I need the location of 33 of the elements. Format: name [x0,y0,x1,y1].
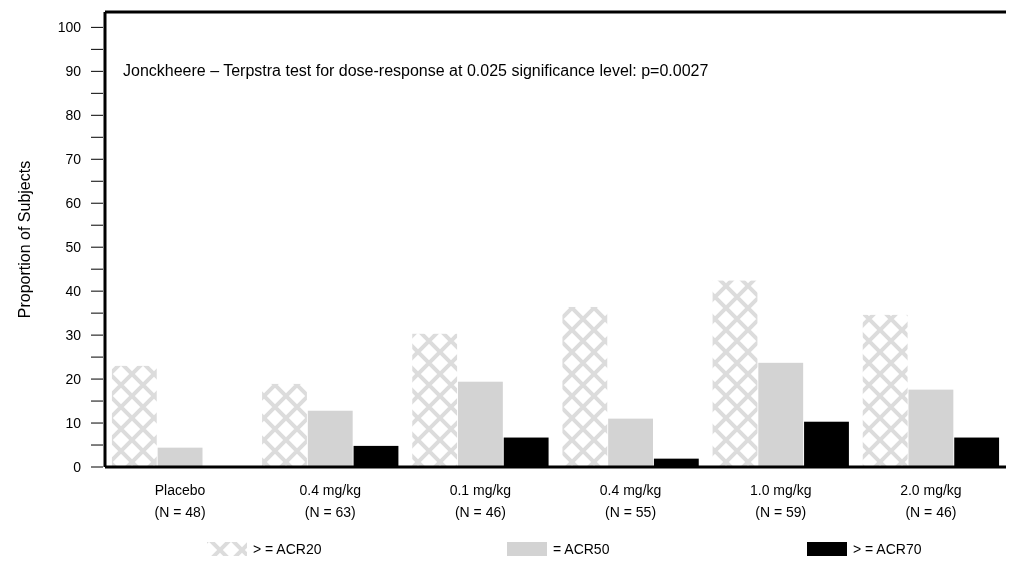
bar [157,447,203,467]
y-tick-label: 70 [65,151,82,168]
annotation: Jonckheere – Terpstra test for dose-response at 0.025 significance level: p=0.0027 [123,62,709,80]
y-tick-label: 80 [65,107,82,124]
y-tick-label: 40 [65,283,82,300]
bar [412,333,458,467]
bar [862,314,908,467]
legend-label: = ACR50 [553,540,610,557]
legend-label: > = ACR20 [253,540,322,557]
x-tick-label: 0.4 mg/kg (N = 63) [299,482,361,520]
x-tick-label: 1.0 mg/kg (N = 59) [750,482,812,520]
y-tick-label: 20 [65,370,82,387]
y-tick-label: 0 [73,458,82,475]
y-tick-label: 100 [57,19,82,36]
x-tick-label: Placebo (N = 48) [154,482,206,520]
y-tick-label: 50 [65,239,82,256]
y-tick-label: 10 [65,414,82,431]
x-tick-label: 0.1 mg/kg (N = 46) [449,482,512,520]
y-axis-title: Proportion of Subjects [16,160,33,319]
bar [712,280,758,467]
legend-label: > = ACR70 [853,540,922,557]
y-tick-label: 60 [65,195,82,212]
x-tick-label: 0.4 mg/kg (N = 55) [599,482,662,520]
bar [458,381,503,467]
bar [307,410,353,467]
bar [758,362,804,467]
bar [608,418,653,467]
x-tick-label: 2.0 mg/kg (N = 46) [900,482,962,520]
bar [111,365,157,467]
bar [908,389,954,467]
y-tick-label: 30 [65,327,82,344]
y-tick-label: 90 [65,63,82,80]
bar [562,306,608,467]
